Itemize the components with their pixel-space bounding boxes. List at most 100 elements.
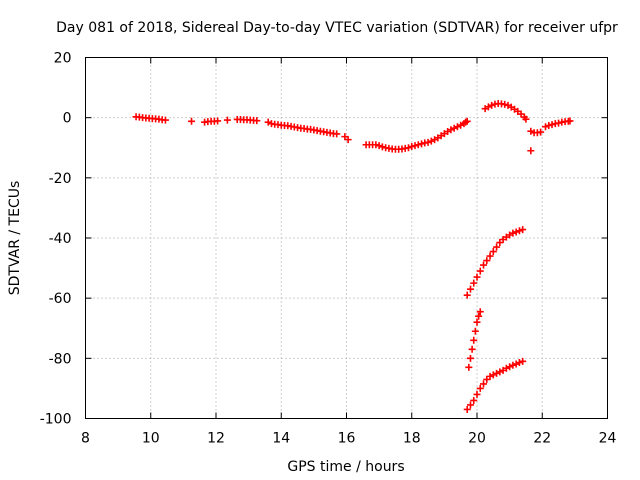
data-point [471, 327, 479, 335]
data-point [424, 138, 432, 146]
data-point [473, 318, 481, 326]
data-point [463, 117, 471, 125]
series-seg5 [362, 117, 471, 153]
data-point [427, 137, 435, 145]
series-seg1 [132, 113, 169, 124]
series-seg3 [264, 118, 341, 138]
data-point [489, 248, 497, 256]
data-point [404, 144, 412, 152]
data-point [522, 115, 530, 123]
data-point [537, 128, 545, 136]
data-point [512, 228, 520, 236]
data-point [483, 257, 491, 265]
data-point [447, 126, 455, 134]
y-tick-label: 0 [63, 111, 72, 127]
data-point [453, 123, 461, 131]
y-axis-label: SDTVAR / TECUs [7, 181, 23, 296]
data-point [545, 121, 553, 129]
data-point [470, 336, 478, 344]
x-tick-label: 16 [338, 431, 356, 447]
data-point [463, 291, 471, 299]
data-point [519, 226, 527, 234]
data-point [515, 227, 523, 235]
data-point [566, 117, 574, 125]
data-point [542, 123, 550, 131]
data-point [466, 285, 474, 293]
data-point [466, 401, 474, 409]
data-point [418, 140, 426, 148]
data-point [486, 372, 494, 380]
data-point [506, 363, 514, 371]
data-point [548, 121, 556, 129]
data-point [473, 273, 481, 281]
data-point [378, 143, 386, 151]
data-point [463, 405, 471, 413]
data-point [480, 261, 488, 269]
data-point [333, 130, 341, 138]
data-point [344, 136, 352, 144]
data-point [223, 116, 231, 124]
series-seg10 [465, 308, 484, 371]
series-seg4 [341, 133, 352, 144]
data-point [414, 141, 422, 149]
data-point [470, 279, 478, 287]
data-point [264, 118, 272, 126]
x-tick-label: 14 [272, 431, 290, 447]
series-seg8 [542, 117, 574, 131]
y-tick-label: -40 [49, 231, 72, 247]
data-point [457, 121, 465, 129]
y-tick-label: -20 [49, 171, 72, 187]
data-point [509, 229, 517, 237]
x-tick-label: 22 [533, 431, 551, 447]
data-point [555, 119, 563, 127]
series-seg11 [463, 357, 527, 413]
x-tick-label: 20 [468, 431, 486, 447]
y-tick-label: -60 [49, 291, 72, 307]
x-tick-label: 8 [81, 431, 90, 447]
y-tick-label: -100 [40, 412, 72, 428]
data-point [484, 103, 492, 111]
data-point [480, 380, 488, 388]
data-point [473, 390, 481, 398]
grid-layer [85, 57, 608, 419]
data-point [372, 141, 380, 149]
data-point [527, 147, 535, 155]
data-point [188, 117, 196, 125]
data-point [468, 345, 476, 353]
data-point [476, 267, 484, 275]
data-point [450, 124, 458, 132]
x-tick-label: 12 [207, 431, 225, 447]
x-axis-label: GPS time / hours [287, 459, 404, 475]
x-tick-label: 10 [142, 431, 160, 447]
data-point [253, 117, 261, 125]
data-point [161, 116, 169, 124]
data-point [470, 396, 478, 404]
data-point [509, 361, 517, 369]
data-point [476, 308, 484, 316]
data-point [486, 252, 494, 260]
y-tick-label: -80 [49, 351, 72, 367]
data-point [488, 101, 496, 109]
series-seg6 [481, 100, 530, 123]
tick-layer: 8 10 12 14 16 18 20 22 24 -100 -80 -60 -40 -20 0 20 [40, 51, 617, 447]
data-point [493, 243, 501, 251]
data-point [496, 368, 504, 376]
data-layer [132, 100, 574, 413]
data-point [465, 363, 473, 371]
y-tick-label: 20 [54, 51, 72, 67]
data-point [527, 127, 535, 135]
x-tick-label: 24 [599, 431, 617, 447]
data-point [515, 359, 523, 367]
data-point [214, 117, 222, 125]
series-seg9 [463, 226, 527, 299]
data-point [408, 143, 416, 151]
x-tick-label: 18 [403, 431, 421, 447]
chart-title: Day 081 of 2018, Sidereal Day-to-day VTE… [56, 20, 618, 36]
data-point [475, 312, 483, 320]
data-point [466, 354, 474, 362]
data-point [489, 371, 497, 379]
data-point [502, 364, 510, 372]
data-point [512, 360, 520, 368]
data-point [375, 142, 383, 150]
